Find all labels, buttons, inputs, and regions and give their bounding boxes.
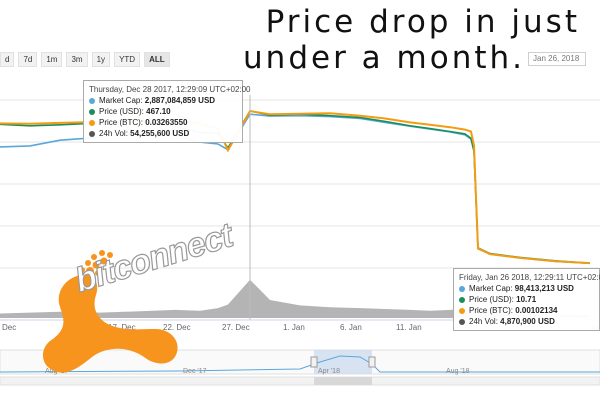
x-tick-label: 6. Jan: [340, 323, 362, 332]
range-button-1m[interactable]: 1m: [41, 52, 63, 67]
x-tick-label: 11. Jan: [396, 323, 422, 332]
tooltip-value: 467.10: [146, 107, 171, 116]
tooltip-label: 24h Vol:: [469, 317, 501, 326]
tooltip-row: Market Cap: 98,413,213 USD: [459, 283, 594, 294]
series-dot-icon: [459, 307, 465, 314]
series-dot-icon: [89, 130, 95, 137]
tooltip-row: Price (BTC): 0.00102134: [459, 305, 594, 316]
tooltip-value: 98,413,213 USD: [514, 284, 574, 293]
x-tick-label: 17. Dec: [108, 323, 136, 332]
tooltip-value: 4,870,900 USD: [500, 317, 555, 326]
range-button-7d[interactable]: 7d: [18, 52, 38, 67]
navigator-scrollbar[interactable]: [0, 376, 600, 386]
scrollbar-thumb[interactable]: [314, 377, 372, 385]
tooltip-label: Price (BTC):: [99, 118, 146, 127]
series-dot-icon: [89, 119, 95, 126]
tooltip-jan26: Friday, Jan 26 2018, 12:29:11 UTC+02:00 …: [453, 268, 600, 331]
series-dot-icon: [89, 108, 95, 115]
tooltip-value: 0.03263550: [145, 118, 188, 127]
tooltip-label: Market Cap:: [469, 284, 515, 293]
navigator-label: Aug '18: [446, 368, 470, 375]
series-dot-icon: [459, 296, 465, 303]
navigator-handle-right[interactable]: [368, 356, 376, 368]
tooltip-label: Price (USD):: [469, 295, 517, 304]
caption-line2: under a month.: [243, 40, 525, 76]
tooltip-label: Market Cap:: [99, 96, 145, 105]
tooltip-value: 10.71: [516, 295, 537, 304]
navigator-selection[interactable]: [314, 350, 372, 374]
tooltip-label: 24h Vol:: [99, 129, 131, 138]
x-tick-label: 27. Dec: [222, 323, 250, 332]
navigator-handle-left[interactable]: [310, 356, 318, 368]
tooltip-row: Market Cap: 2,887,084,859 USD: [89, 95, 237, 106]
navigator-label: Apr '18: [318, 368, 340, 375]
caption-line1: Price drop in just: [265, 4, 580, 40]
navigator-label: Dec '17: [183, 368, 207, 375]
range-button-d[interactable]: d: [0, 52, 15, 67]
tooltip-row: 24h Vol: 54,255,600 USD: [89, 128, 237, 139]
range-button-3m[interactable]: 3m: [66, 52, 88, 67]
tooltip-dec28: Thursday, Dec 28 2017, 12:29:09 UTC+02:0…: [83, 80, 251, 143]
tooltip-label: Price (BTC):: [469, 306, 516, 315]
tooltip-row: Price (BTC): 0.03263550: [89, 117, 237, 128]
series-dot-icon: [459, 285, 465, 292]
x-tick-label: 1. Jan: [283, 323, 305, 332]
x-tick-label: Dec: [2, 323, 16, 332]
x-tick-label: 22. Dec: [163, 323, 191, 332]
series-dot-icon: [459, 318, 465, 325]
tooltip-row: 24h Vol: 4,870,900 USD: [459, 316, 594, 327]
tooltip-value: 54,255,600 USD: [130, 129, 190, 138]
tooltip-row: Price (USD): 467.10: [89, 106, 237, 117]
bitconnect-logo-mark: [42, 250, 178, 373]
tooltip-value: 0.00102134: [515, 306, 558, 315]
navigator-panel: [0, 349, 600, 375]
series-dot-icon: [89, 97, 95, 104]
range-button-1y[interactable]: 1y: [91, 52, 111, 67]
tooltip-date: Friday, Jan 26 2018, 12:29:11 UTC+02:00: [459, 273, 600, 282]
range-button-all[interactable]: ALL: [144, 52, 170, 67]
tooltip-date: Thursday, Dec 28 2017, 12:29:09 UTC+02:0…: [89, 85, 251, 94]
tooltip-label: Price (USD):: [99, 107, 147, 116]
range-button-ytd[interactable]: YTD: [114, 52, 141, 67]
to-date-input[interactable]: Jan 26, 2018: [528, 52, 586, 66]
tooltip-value: 2,887,084,859 USD: [144, 96, 216, 105]
range-selector: d 7d 1m 3m 1y YTD ALL: [0, 52, 170, 67]
navigator-series-line: [0, 355, 600, 373]
tooltip-row: Price (USD): 10.71: [459, 294, 594, 305]
